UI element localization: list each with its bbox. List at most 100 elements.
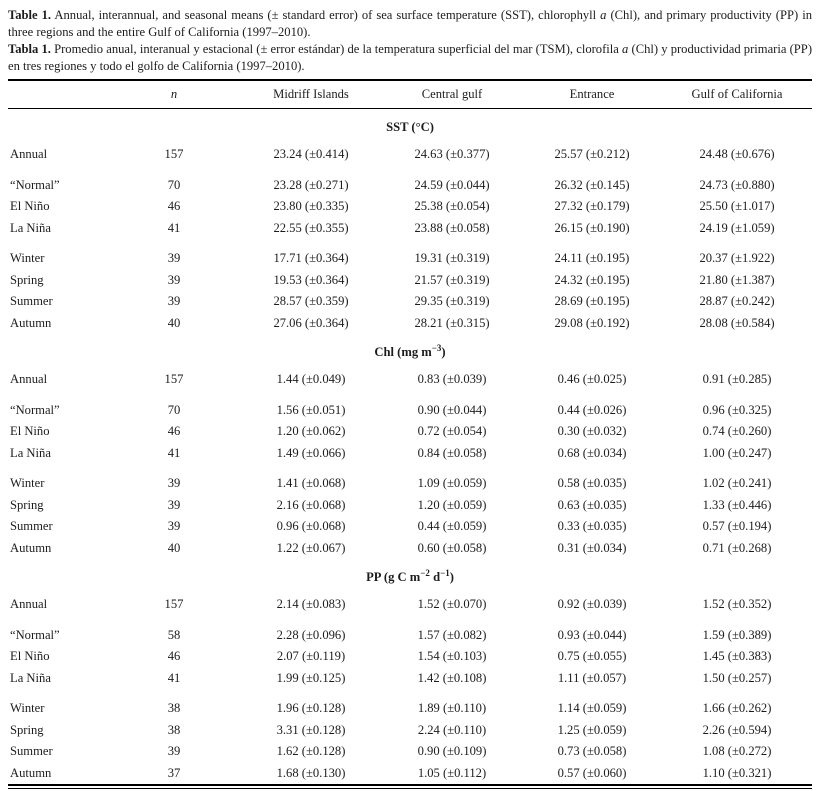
- table-row-pp-winter: Winter 38 1.96 (±0.128) 1.89 (±0.110) 1.14 (…: [8, 698, 812, 720]
- table-header-row: n Midriff Islands Central gulf Entrance …: [8, 81, 812, 108]
- cell-value: 1.56 (±0.051): [276, 402, 346, 417]
- cell-value: 0.90 (±0.109): [417, 744, 487, 759]
- cell-value: 0.46 (±0.025): [557, 372, 627, 387]
- n-value: 46: [167, 424, 181, 439]
- cell-value: 28.21 (±0.315): [414, 315, 490, 330]
- cell-value: 1.45 (±0.383): [702, 649, 772, 664]
- cell-value: 1.20 (±0.059): [417, 497, 487, 512]
- n-value: 38: [167, 701, 181, 716]
- cell-value: 1.96 (±0.128): [276, 701, 346, 716]
- table-top-rule: [8, 79, 812, 81]
- header-bottom-rule: [8, 107, 812, 110]
- cell-value: 1.05 (±0.112): [417, 765, 487, 780]
- n-value: 39: [167, 272, 181, 287]
- cell-value: 0.74 (±0.260): [702, 424, 772, 439]
- table-row-pp-autumn: Autumn 37 1.68 (±0.130) 1.05 (±0.112) 0.57 (…: [8, 763, 812, 785]
- n-value: 39: [167, 294, 181, 309]
- cell-value: 2.07 (±0.119): [276, 649, 346, 664]
- cell-value: 23.28 (±0.271): [273, 177, 349, 192]
- cell-value: 0.96 (±0.325): [702, 402, 772, 417]
- section-title-chl: Chl (mg m−3): [374, 343, 446, 360]
- cell-value: 24.19 (±1.059): [699, 220, 775, 235]
- cell-value: 25.57 (±0.212): [554, 147, 630, 162]
- cell-value: 21.80 (±1.387): [699, 272, 775, 287]
- cell-value: 23.24 (±0.414): [273, 147, 349, 162]
- cell-value: 0.57 (±0.194): [702, 519, 772, 534]
- row-label: Winter: [10, 476, 45, 491]
- cell-value: 1.33 (±0.446): [702, 497, 772, 512]
- cell-value: 0.96 (±0.068): [276, 519, 346, 534]
- table-row-sst-annual: Annual 157 23.24 (±0.414) 24.63 (±0.377) 25.…: [8, 144, 812, 166]
- row-group: Winter 38 1.96 (±0.128) 1.89 (±0.110) 1.14 (…: [8, 698, 812, 784]
- cell-value: 1.52 (±0.070): [417, 597, 487, 612]
- table-row-pp-annual: Annual 157 2.14 (±0.083) 1.52 (±0.070) 0.92 …: [8, 594, 812, 616]
- n-value: 39: [167, 744, 181, 759]
- row-label: Autumn: [10, 540, 52, 555]
- cell-value: 0.68 (±0.034): [557, 445, 627, 460]
- row-label: Spring: [10, 722, 44, 737]
- cell-value: 28.87 (±0.242): [699, 294, 775, 309]
- cell-value: 22.55 (±0.355): [273, 220, 349, 235]
- cell-value: 0.31 (±0.034): [557, 540, 627, 555]
- cell-value: 0.92 (±0.039): [557, 597, 627, 612]
- row-label: Annual: [10, 372, 48, 387]
- cell-value: 1.50 (±0.257): [702, 670, 772, 685]
- n-value: 70: [167, 177, 181, 192]
- n-value: 37: [167, 765, 181, 780]
- row-label: El Niño: [10, 199, 50, 214]
- table-row-pp-normal: “Normal” 58 2.28 (±0.096) 1.57 (±0.082) 0.93…: [8, 625, 812, 647]
- cell-value: 21.57 (±0.319): [414, 272, 490, 287]
- cell-value: 1.09 (±0.059): [417, 476, 487, 491]
- cell-value: 1.57 (±0.082): [417, 627, 487, 642]
- row-group: “Normal” 70 1.56 (±0.051) 0.90 (±0.044) 0.44…: [8, 400, 812, 465]
- n-value: 41: [167, 445, 181, 460]
- table-row-chl-spring: Spring 39 2.16 (±0.068) 1.20 (±0.059) 0.63 (…: [8, 495, 812, 517]
- n-value: 39: [167, 497, 181, 512]
- cell-value: 28.69 (±0.195): [554, 294, 630, 309]
- n-value: 41: [167, 670, 181, 685]
- table-row-sst-lania: La Niña 41 22.55 (±0.355) 23.88 (±0.058) 26.…: [8, 218, 812, 240]
- cell-value: 1.68 (±0.130): [276, 765, 346, 780]
- cell-value: 0.84 (±0.058): [417, 445, 487, 460]
- cell-value: 24.11 (±0.195): [554, 251, 630, 266]
- table-row-chl-autumn: Autumn 40 1.22 (±0.067) 0.60 (±0.058) 0.31 (…: [8, 538, 812, 560]
- row-group: Annual 157 1.44 (±0.049) 0.83 (±0.039) 0.46 …: [8, 369, 812, 391]
- n-value: 157: [164, 372, 184, 387]
- cell-value: 0.44 (±0.026): [557, 402, 627, 417]
- cell-value: 29.08 (±0.192): [554, 315, 630, 330]
- section-title-sst: SST (°C): [386, 120, 434, 135]
- cell-value: 1.99 (±0.125): [276, 670, 346, 685]
- cell-value: 28.57 (±0.359): [273, 294, 349, 309]
- caption-es-label: Tabla 1.: [8, 42, 51, 56]
- row-group: Winter 39 17.71 (±0.364) 19.31 (±0.319) 24.1…: [8, 248, 812, 334]
- cell-value: 24.48 (±0.676): [699, 147, 775, 162]
- table-row-sst-normal: “Normal” 70 23.28 (±0.271) 24.59 (±0.044) 26…: [8, 175, 812, 197]
- cell-value: 0.93 (±0.044): [557, 627, 627, 642]
- cell-value: 24.73 (±0.880): [699, 177, 775, 192]
- n-value: 39: [167, 519, 181, 534]
- row-label: “Normal”: [10, 177, 60, 192]
- n-value: 58: [167, 627, 181, 642]
- column-header-n: n: [170, 86, 178, 101]
- cell-value: 1.25 (±0.059): [557, 722, 627, 737]
- row-label: Spring: [10, 497, 44, 512]
- table-row-pp-lania: La Niña 41 1.99 (±0.125) 1.42 (±0.108) 1.11 …: [8, 668, 812, 690]
- n-value: 38: [167, 722, 181, 737]
- cell-value: 0.90 (±0.044): [417, 402, 487, 417]
- cell-value: 0.58 (±0.035): [557, 476, 627, 491]
- column-header-entrance: Entrance: [569, 86, 615, 101]
- cell-value: 25.50 (±1.017): [699, 199, 775, 214]
- table-body: SST (°C) Annual 157 23.24 (±0.414) 24.63 (±0…: [8, 120, 812, 784]
- cell-value: 1.44 (±0.049): [276, 372, 346, 387]
- cell-value: 1.10 (±0.321): [702, 765, 772, 780]
- cell-value: 23.80 (±0.335): [273, 199, 349, 214]
- cell-value: 1.00 (±0.247): [702, 445, 772, 460]
- cell-value: 0.33 (±0.035): [557, 519, 627, 534]
- row-label: Annual: [10, 597, 48, 612]
- cell-value: 1.54 (±0.103): [417, 649, 487, 664]
- n-value: 40: [167, 540, 181, 555]
- row-group: “Normal” 70 23.28 (±0.271) 24.59 (±0.044) 26…: [8, 175, 812, 240]
- row-label: Autumn: [10, 315, 52, 330]
- row-label: El Niño: [10, 649, 50, 664]
